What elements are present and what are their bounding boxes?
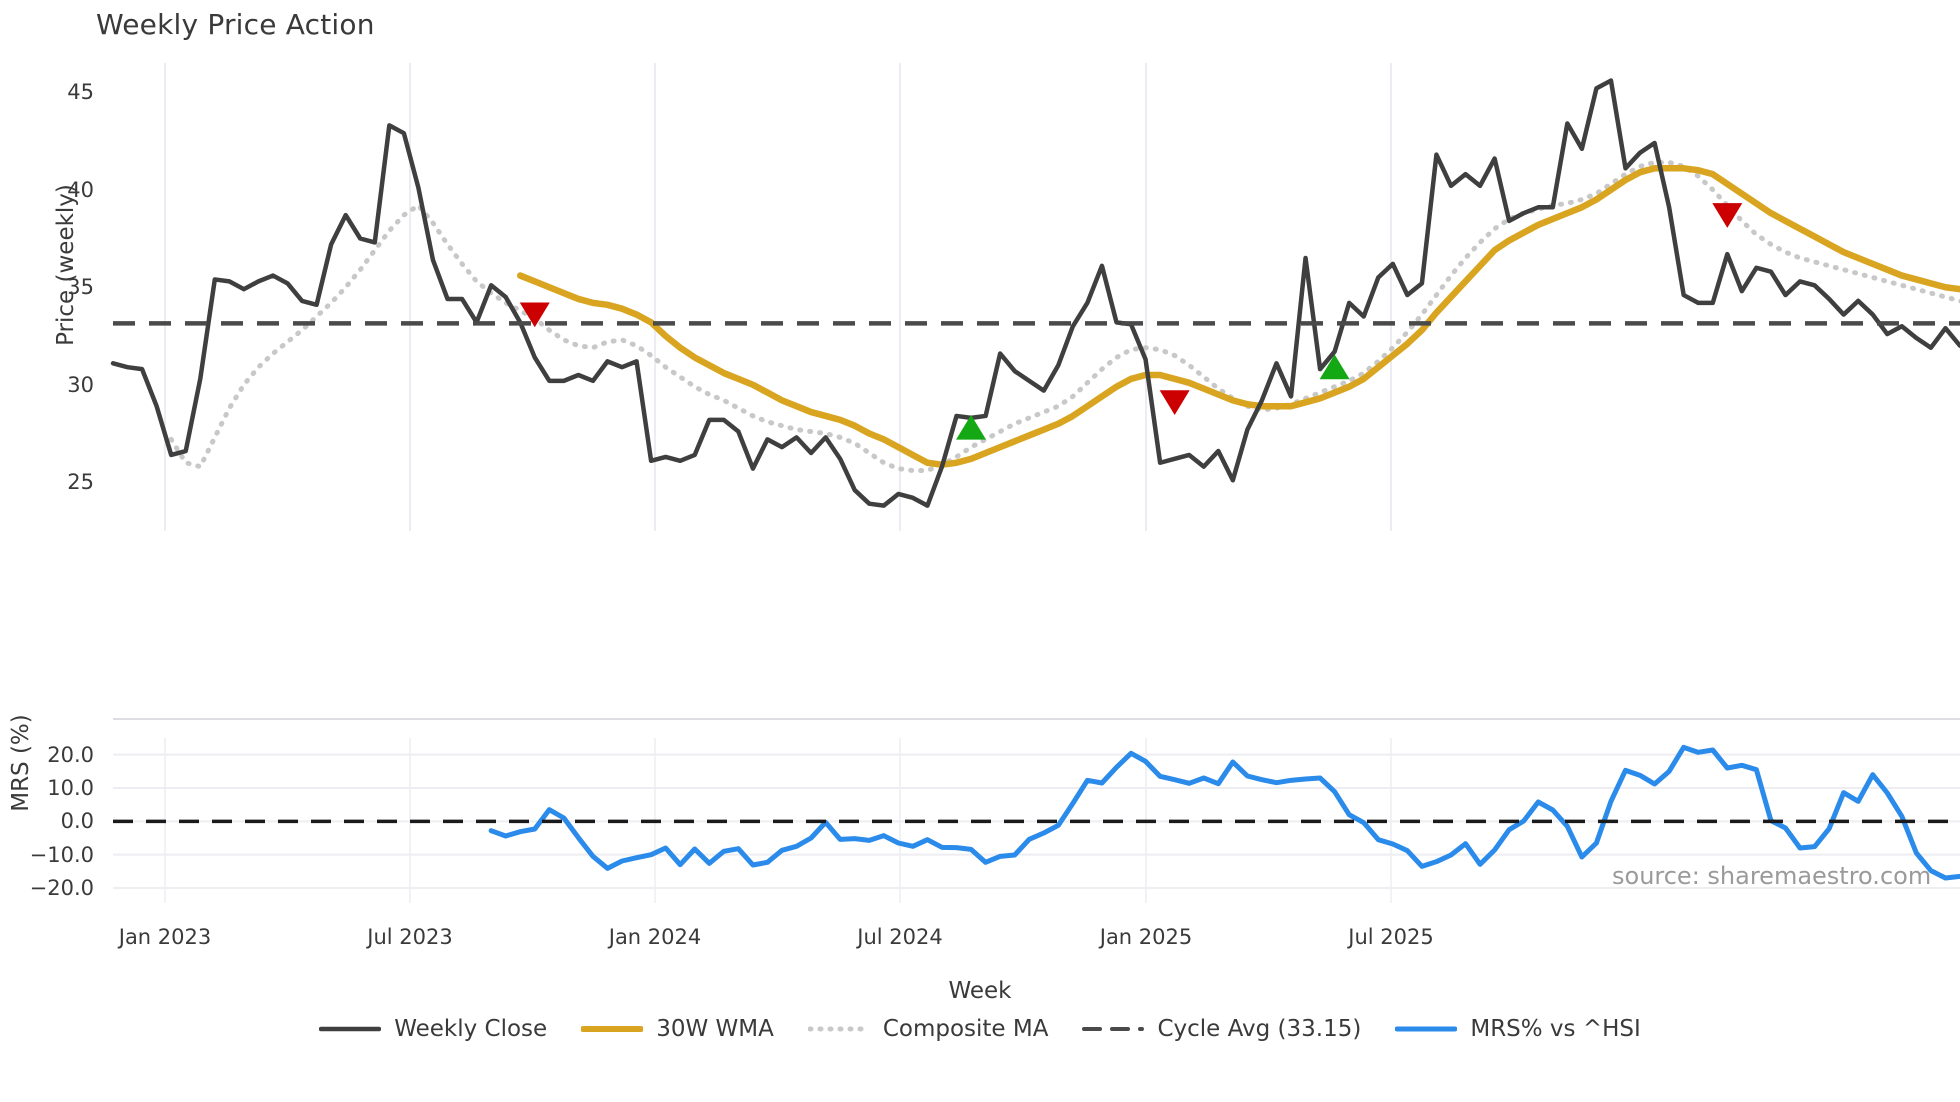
signal-markers	[519, 203, 1743, 440]
legend-item[interactable]: Cycle Avg (33.15)	[1082, 1016, 1361, 1042]
legend-label: Cycle Avg (33.15)	[1157, 1016, 1362, 1042]
chart-legend: Weekly Close 30W WMA Composite MA Cycle Avg…	[0, 1016, 1960, 1042]
price-series-group	[110, 78, 1960, 508]
buy-signal-marker	[1319, 354, 1350, 380]
price-y-tick: 40	[67, 177, 94, 202]
x-tick: Jan 2023	[118, 925, 212, 949]
mrs-gridlines	[113, 718, 1960, 903]
series-line	[516, 165, 1960, 468]
legend-swatch-icon	[319, 1020, 382, 1038]
legend-item[interactable]: 30W WMA	[581, 1016, 774, 1042]
legend-swatch-icon	[1082, 1020, 1145, 1038]
series-line	[110, 78, 1960, 508]
x-tick: Jul 2023	[367, 925, 453, 949]
legend-label: Weekly Close	[394, 1016, 548, 1042]
legend-swatch-icon	[1395, 1020, 1458, 1038]
chart-title: Weekly Price Action	[96, 8, 375, 41]
source-watermark: source: sharemaestro.com	[1612, 862, 1932, 890]
legend-swatch-icon	[807, 1020, 870, 1038]
x-axis-label: Week	[948, 978, 1012, 1004]
price-gridlines	[164, 63, 1392, 531]
x-tick: Jul 2025	[1348, 925, 1434, 949]
x-tick: Jul 2024	[857, 925, 943, 949]
x-tick: Jan 2025	[1099, 925, 1193, 949]
mrs-y-tick: 20.0	[47, 742, 94, 767]
series-line	[488, 744, 1960, 881]
legend-item[interactable]: Composite MA	[807, 1016, 1049, 1042]
mrs-y-tick: −20.0	[29, 876, 94, 900]
legend-item[interactable]: Weekly Close	[319, 1016, 547, 1042]
mrs-series-group	[488, 744, 1960, 881]
buy-signal-marker	[956, 414, 987, 440]
sell-signal-marker	[1159, 390, 1190, 416]
sell-signal-marker	[519, 302, 550, 328]
legend-label: MRS% vs ^HSI	[1470, 1016, 1641, 1042]
series-line	[168, 159, 1960, 474]
mrs-y-tick: 0.0	[60, 809, 94, 834]
mrs-y-tick: −10.0	[29, 842, 94, 867]
legend-label: 30W WMA	[656, 1016, 774, 1042]
price-axis-label: Price (weekly)	[53, 184, 79, 346]
legend-label: Composite MA	[882, 1016, 1049, 1042]
price-y-tick: 30	[67, 372, 94, 397]
price-y-tick: 45	[67, 80, 94, 105]
price-y-tick: 25	[67, 470, 94, 495]
x-tick: Jan 2024	[608, 925, 702, 949]
legend-item[interactable]: MRS% vs ^HSI	[1395, 1016, 1641, 1042]
sell-signal-marker	[1712, 203, 1743, 228]
price-y-tick: 35	[67, 275, 94, 300]
mrs-y-tick: 10.0	[47, 776, 94, 800]
legend-swatch-icon	[581, 1020, 644, 1038]
